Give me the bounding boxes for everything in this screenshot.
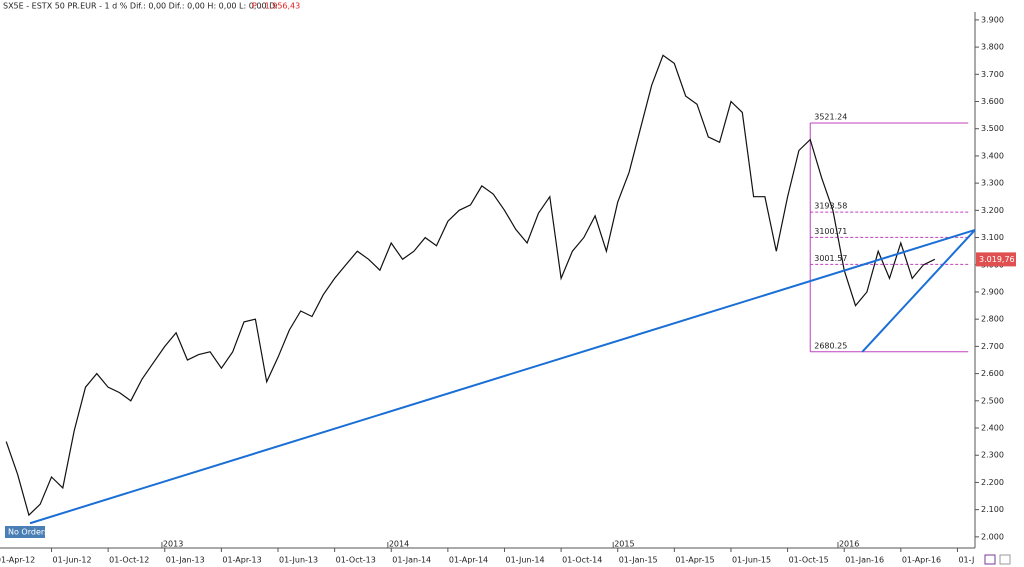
x-tick-label: 01-Jun-14 <box>505 556 544 565</box>
x-tick-label: 01-Apr-16 <box>902 556 941 565</box>
y-tick-label: 3.700 <box>981 70 1004 79</box>
x-tick-label: 01-Apr-15 <box>675 556 714 565</box>
header-price: P : 1.956,43 <box>252 2 300 11</box>
no-orders-label: No Orders <box>8 528 48 537</box>
x-tick-label: 01-Jun-13 <box>279 556 318 565</box>
y-tick-label: 3.200 <box>981 206 1004 215</box>
y-tick-label: 3.100 <box>981 233 1004 242</box>
level-label: 3001.57 <box>814 254 847 263</box>
x-tick-label: 01-Jan-14 <box>392 556 431 565</box>
y-tick-label: 2.700 <box>981 342 1004 351</box>
x-tick-label: 01-Apr-13 <box>222 556 261 565</box>
x-tick-label: 01-Apr-12 <box>0 556 35 565</box>
level-label: 3193.58 <box>814 202 847 211</box>
year-label: 2015 <box>614 540 634 549</box>
level-label: 3100.71 <box>814 227 847 236</box>
no-orders-box <box>5 526 45 538</box>
y-tick-label: 2.400 <box>981 424 1004 433</box>
level-label: 3521.24 <box>814 112 847 121</box>
icon[interactable] <box>999 554 1011 565</box>
y-tick-label: 2.900 <box>981 287 1004 296</box>
x-tick-label: 01-Oct-13 <box>336 556 376 565</box>
y-tick-label: 2.100 <box>981 505 1004 514</box>
x-tick-label: 01-Oct-15 <box>789 556 829 565</box>
y-tick-label: 2.500 <box>981 396 1004 405</box>
x-tick-label: 01-Oct-14 <box>562 556 602 565</box>
last-price-label: 3.019,76 <box>979 255 1015 264</box>
year-label: 2014 <box>389 540 409 549</box>
x-tick-label: 01-Jun-15 <box>732 556 771 565</box>
y-tick-label: 3.600 <box>981 97 1004 106</box>
y-tick-label: 2.300 <box>981 451 1004 460</box>
x-tick-label: 01-J <box>958 556 974 565</box>
header-text: SX5E - ESTX 50 PR.EUR - 1 d % Dif.: 0,00… <box>3 2 278 11</box>
y-tick-label: 2.000 <box>981 532 1004 541</box>
x-tick-label: 01-Jan-16 <box>845 556 884 565</box>
y-tick-label: 3.500 <box>981 124 1004 133</box>
y-tick-label: 3.800 <box>981 43 1004 52</box>
x-tick-label: 01-Jun-12 <box>53 556 92 565</box>
x-tick-label: 01-Jan-13 <box>166 556 205 565</box>
y-tick-label: 3.900 <box>981 15 1004 24</box>
year-label: 2013 <box>163 540 183 549</box>
year-label: 2016 <box>839 540 859 549</box>
last-price-tag <box>976 252 1016 267</box>
y-tick-label: 3.300 <box>981 179 1004 188</box>
y-tick-label: 2.600 <box>981 369 1004 378</box>
trendline <box>29 228 976 525</box>
icon[interactable] <box>984 554 996 565</box>
y-tick-label: 3.400 <box>981 151 1004 160</box>
x-tick-label: 01-Jan-15 <box>619 556 658 565</box>
x-tick-label: 01-Apr-14 <box>449 556 488 565</box>
y-tick-label: 2.200 <box>981 478 1004 487</box>
trendline <box>861 229 976 353</box>
level-label: 2680.25 <box>814 341 847 350</box>
price-line <box>5 54 936 517</box>
y-tick-label: 2.800 <box>981 315 1004 324</box>
x-tick-label: 01-Oct-12 <box>109 556 149 565</box>
